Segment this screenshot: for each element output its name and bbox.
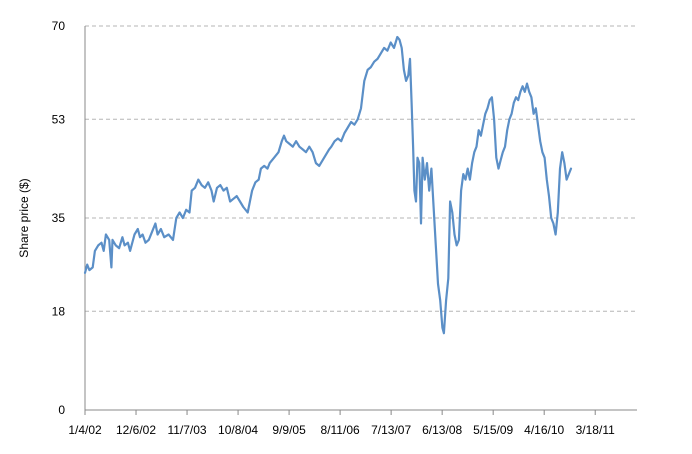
x-tick-label: 7/13/07 (371, 423, 411, 437)
x-tick-label: 12/6/02 (116, 423, 156, 437)
y-tick-label: 18 (52, 304, 66, 318)
x-tick-label: 6/13/08 (422, 423, 462, 437)
series-layer (83, 35, 573, 335)
x-tick-label: 4/16/10 (524, 423, 564, 437)
gridlines (85, 25, 637, 312)
axes (84, 26, 637, 415)
x-tick-label: 11/7/03 (167, 423, 206, 437)
x-tick-labels: 1/4/02 12/6/02 11/7/03 10/8/04 9/9/05 8/11/06… (68, 423, 615, 437)
x-tick-label: 9/9/05 (272, 423, 306, 437)
y-tick-labels: 0 18 35 53 70 (52, 19, 66, 417)
y-tick-label: 35 (52, 211, 66, 225)
x-tick-label: 3/18/11 (576, 423, 615, 437)
x-tick-label: 10/8/04 (218, 423, 258, 437)
y-tick-label: 0 (58, 403, 65, 417)
x-tick-label: 8/11/06 (321, 423, 360, 437)
series-line (83, 35, 573, 335)
x-tick-label: 1/4/02 (68, 423, 102, 437)
y-axis-title: Share price ($) (17, 178, 31, 257)
y-tick-label: 53 (52, 112, 66, 126)
x-tick-label: 5/15/09 (473, 423, 513, 437)
y-tick-label: 70 (52, 19, 66, 33)
